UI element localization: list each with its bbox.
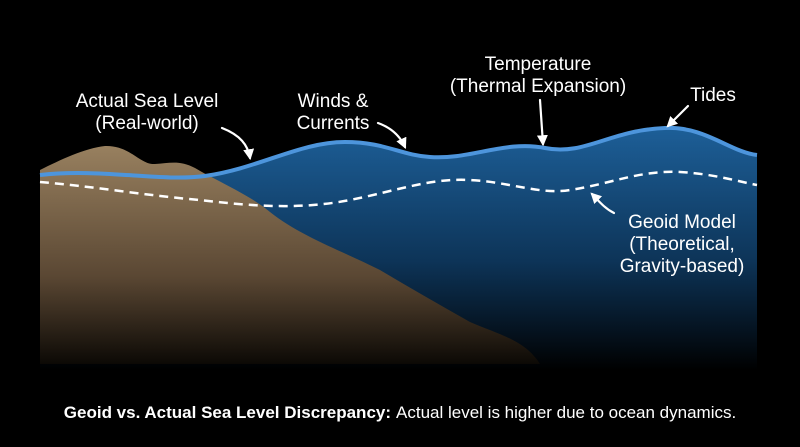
- text-line: Winds &: [298, 91, 369, 112]
- text-line: Actual level is higher due to ocean dyna…: [396, 403, 736, 422]
- text-line: Currents: [297, 113, 370, 134]
- arrow: [376, 121, 407, 150]
- label: Winds & Currents: [297, 91, 370, 134]
- text-line: Gravity-based): [620, 256, 745, 277]
- text-line: Actual Sea Level: [76, 91, 219, 112]
- label: Actual Sea Level (Real-world): [76, 91, 219, 134]
- text-line: (Theoretical,: [629, 234, 735, 255]
- label: Temperature (Thermal Expansion): [450, 54, 626, 97]
- text-line: Geoid Model: [628, 212, 736, 233]
- text-line: (Real-world): [95, 113, 198, 134]
- arrow: [536, 98, 548, 147]
- text-line: (Thermal Expansion): [450, 76, 626, 97]
- geoid-line: [39, 170, 758, 208]
- sea-surface-line: [39, 125, 758, 180]
- label: Geoid Model (Theoretical, Gravity-based): [620, 212, 745, 277]
- caption: Geoid vs. Actual Sea Level Discrepancy: A…: [64, 403, 736, 422]
- arrow: [590, 192, 616, 215]
- label: Tides: [690, 85, 736, 106]
- arrow: [220, 126, 255, 161]
- text-line: Geoid vs. Actual Sea Level Discrepancy:: [64, 403, 391, 422]
- text-line: Tides: [690, 85, 736, 106]
- text-line: Temperature: [485, 54, 592, 75]
- land: [40, 145, 540, 364]
- arrow: [666, 104, 690, 128]
